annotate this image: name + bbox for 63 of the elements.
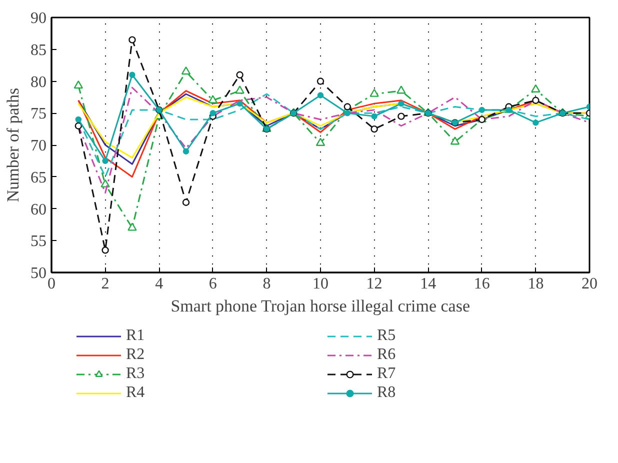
legend-label: R8 bbox=[377, 384, 397, 402]
y-tick-label: 85 bbox=[30, 42, 46, 59]
y-tick-label: 90 bbox=[30, 10, 46, 27]
point bbox=[398, 112, 405, 120]
point bbox=[532, 96, 540, 104]
point bbox=[317, 92, 324, 98]
point bbox=[100, 179, 110, 188]
point bbox=[182, 148, 190, 154]
y-tick-label: 75 bbox=[30, 106, 46, 123]
x-tick-label: 6 bbox=[208, 276, 217, 292]
point bbox=[532, 120, 539, 126]
y-tick-label: 65 bbox=[30, 169, 46, 186]
point bbox=[129, 72, 136, 78]
point bbox=[316, 78, 324, 85]
point bbox=[181, 66, 191, 75]
y-tick-label: 60 bbox=[30, 201, 46, 218]
x-axis-title: Smart phone Trojan horse illegal crime case bbox=[170, 296, 470, 316]
point bbox=[478, 106, 485, 114]
x-tick-label: 0 bbox=[48, 276, 56, 292]
point bbox=[74, 80, 83, 89]
point bbox=[236, 71, 244, 78]
point bbox=[128, 222, 137, 231]
x-tick-label: 14 bbox=[420, 276, 436, 292]
y-tick-label: 55 bbox=[30, 233, 46, 250]
x-tick-label: 16 bbox=[474, 276, 490, 292]
x-tick-label: 2 bbox=[101, 276, 110, 292]
x-tick-label: 10 bbox=[312, 276, 328, 292]
point bbox=[210, 110, 216, 116]
x-tick-label: 20 bbox=[582, 276, 598, 292]
point bbox=[235, 86, 244, 94]
x-tick-label: 4 bbox=[155, 276, 164, 292]
x-tick-label: 12 bbox=[366, 276, 382, 292]
point bbox=[450, 136, 460, 145]
y-tick-label: 80 bbox=[30, 74, 46, 91]
point bbox=[316, 138, 326, 146]
point bbox=[182, 198, 190, 206]
x-tick-label: 18 bbox=[528, 276, 544, 292]
point bbox=[75, 116, 82, 123]
legend-label: R1 bbox=[126, 327, 146, 345]
point bbox=[370, 125, 378, 133]
point bbox=[396, 86, 406, 94]
y-axis-title: Number of paths bbox=[4, 88, 22, 202]
point bbox=[208, 95, 218, 104]
legend-label: R7 bbox=[377, 365, 397, 383]
point bbox=[102, 158, 108, 164]
legend-label: R4 bbox=[126, 384, 146, 402]
point bbox=[236, 100, 243, 107]
point bbox=[398, 100, 404, 107]
y-tick-label: 70 bbox=[30, 138, 46, 154]
legend-label: R3 bbox=[126, 365, 146, 383]
point bbox=[531, 84, 540, 92]
point bbox=[370, 88, 379, 97]
point bbox=[74, 122, 82, 130]
point bbox=[344, 103, 351, 110]
legend-label: R5 bbox=[377, 327, 397, 345]
x-tick-label: 8 bbox=[262, 276, 271, 292]
point bbox=[371, 113, 378, 120]
point bbox=[128, 36, 136, 44]
legend-label: R2 bbox=[126, 346, 146, 364]
point bbox=[102, 246, 109, 254]
point bbox=[344, 110, 350, 116]
y-tick-label: 50 bbox=[30, 265, 46, 282]
legend-label: R6 bbox=[377, 346, 397, 364]
